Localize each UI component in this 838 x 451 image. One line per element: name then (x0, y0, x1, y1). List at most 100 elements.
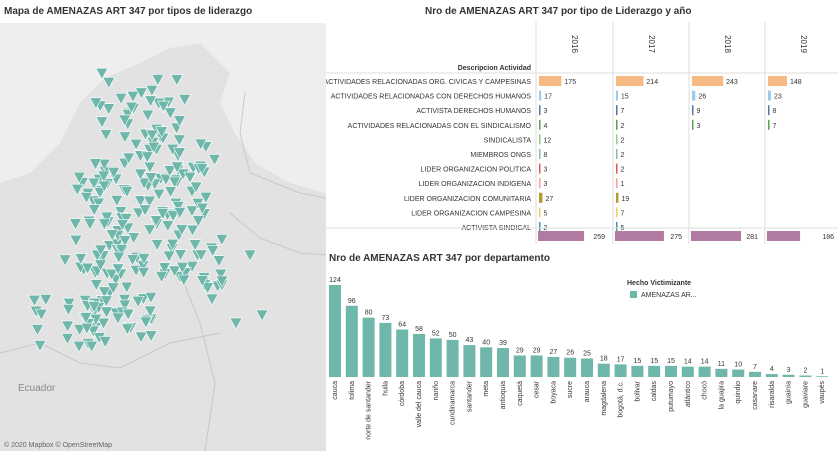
threat-marker[interactable] (111, 263, 125, 276)
threat-marker[interactable] (177, 274, 191, 287)
threat-marker[interactable] (39, 294, 53, 307)
threat-marker[interactable] (156, 100, 171, 113)
threat-marker[interactable] (150, 239, 164, 252)
threat-marker[interactable] (134, 87, 148, 100)
threat-marker[interactable] (175, 224, 189, 237)
threat-marker[interactable] (243, 249, 257, 262)
threat-marker[interactable] (163, 165, 177, 178)
threat-marker[interactable] (145, 129, 159, 142)
threat-marker[interactable] (155, 271, 169, 284)
threat-marker[interactable] (61, 304, 75, 316)
threat-marker[interactable] (155, 126, 169, 139)
threat-marker[interactable] (97, 286, 111, 299)
threat-marker[interactable] (175, 262, 189, 274)
threat-marker[interactable] (255, 309, 269, 322)
threat-marker[interactable] (118, 131, 132, 144)
threat-marker[interactable] (162, 250, 176, 263)
threat-marker[interactable] (97, 158, 111, 171)
threat-marker[interactable] (205, 293, 219, 306)
threat-marker[interactable] (68, 218, 82, 231)
threat-marker[interactable] (173, 115, 187, 128)
threat-marker[interactable] (100, 211, 114, 224)
threat-marker[interactable] (112, 251, 126, 264)
threat-marker[interactable] (195, 202, 209, 215)
threat-marker[interactable] (173, 147, 187, 160)
threat-marker[interactable] (89, 279, 103, 292)
threat-marker[interactable] (201, 282, 215, 295)
threat-marker[interactable] (118, 299, 132, 312)
threat-marker[interactable] (61, 320, 75, 333)
threat-marker[interactable] (168, 265, 182, 278)
threat-marker[interactable] (111, 312, 125, 325)
threat-marker[interactable] (120, 323, 134, 336)
threat-marker[interactable] (118, 114, 132, 127)
threat-marker[interactable] (151, 74, 165, 87)
threat-marker[interactable] (178, 94, 192, 107)
threat-marker[interactable] (120, 185, 134, 198)
threat-marker[interactable] (174, 249, 188, 262)
threat-marker[interactable] (118, 235, 132, 248)
threat-marker[interactable] (183, 171, 197, 184)
threat-marker[interactable] (120, 281, 134, 294)
threat-marker[interactable] (99, 129, 113, 142)
threat-marker[interactable] (140, 151, 154, 164)
threat-marker[interactable] (94, 259, 108, 272)
threat-marker[interactable] (88, 158, 102, 171)
threat-marker[interactable] (144, 330, 158, 343)
threat-marker[interactable] (80, 322, 94, 335)
threat-marker[interactable] (185, 261, 199, 273)
threat-marker[interactable] (87, 177, 101, 190)
threat-marker[interactable] (97, 180, 111, 193)
threat-marker[interactable] (121, 308, 135, 321)
threat-marker[interactable] (114, 244, 128, 257)
threat-marker[interactable] (214, 268, 228, 281)
threat-marker[interactable] (189, 181, 203, 194)
threat-marker[interactable] (172, 134, 186, 147)
threat-map[interactable]: Ecuador © 2020 Mapbox © OpenStreetMap (0, 23, 326, 451)
threat-marker[interactable] (34, 308, 48, 321)
threat-marker[interactable] (79, 191, 93, 204)
threat-marker[interactable] (143, 161, 157, 174)
threat-marker[interactable] (97, 317, 111, 330)
threat-marker[interactable] (166, 238, 180, 251)
threat-marker[interactable] (191, 215, 205, 228)
threat-marker[interactable] (72, 340, 86, 353)
threat-marker[interactable] (114, 92, 128, 105)
threat-marker[interactable] (97, 218, 111, 231)
threat-marker[interactable] (156, 208, 170, 221)
threat-marker[interactable] (110, 195, 124, 208)
threat-marker[interactable] (92, 197, 106, 210)
threat-marker[interactable] (102, 77, 116, 89)
threat-marker[interactable] (143, 224, 157, 237)
threat-marker[interactable] (152, 188, 166, 201)
threat-marker[interactable] (114, 206, 128, 219)
threat-marker[interactable] (194, 138, 208, 151)
threat-marker[interactable] (72, 171, 86, 184)
threat-marker[interactable] (33, 340, 47, 353)
threat-marker[interactable] (149, 215, 163, 228)
threat-marker[interactable] (161, 220, 175, 233)
threat-marker[interactable] (133, 168, 147, 181)
threat-marker[interactable] (139, 316, 153, 329)
threat-marker[interactable] (186, 224, 200, 237)
threat-marker[interactable] (129, 138, 143, 151)
threat-marker[interactable] (173, 207, 187, 219)
threat-marker[interactable] (93, 187, 107, 200)
threat-marker[interactable] (158, 262, 172, 275)
threat-marker[interactable] (122, 152, 136, 165)
threat-marker[interactable] (195, 275, 209, 288)
threat-marker[interactable] (199, 191, 213, 204)
threat-marker[interactable] (79, 312, 93, 325)
threat-marker[interactable] (208, 154, 222, 167)
threat-marker[interactable] (170, 161, 184, 174)
threat-marker[interactable] (81, 262, 95, 275)
threat-marker[interactable] (106, 282, 120, 295)
threat-marker[interactable] (137, 177, 151, 190)
threat-marker[interactable] (30, 324, 44, 337)
threat-marker[interactable] (99, 295, 113, 308)
threat-marker[interactable] (125, 101, 139, 114)
threat-marker[interactable] (89, 97, 103, 110)
threat-marker[interactable] (94, 244, 108, 257)
threat-marker[interactable] (170, 74, 184, 87)
threat-marker[interactable] (87, 301, 101, 314)
